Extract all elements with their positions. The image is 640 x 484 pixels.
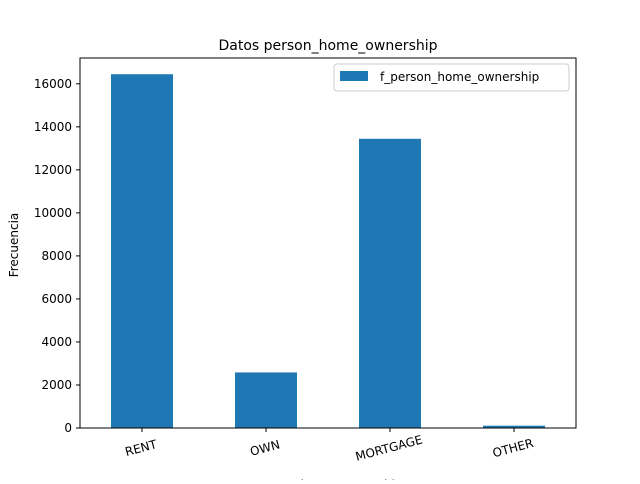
legend: f_person_home_ownership (333, 63, 570, 92)
y-tick-label: 10000 (34, 206, 72, 220)
y-tick-label: 2000 (41, 378, 72, 392)
y-tick-label: 0 (64, 421, 72, 435)
plot-frame (79, 57, 577, 429)
y-tick-label: 16000 (34, 77, 72, 91)
y-tick-label: 4000 (41, 335, 72, 349)
y-ticks-layer: 0 2000 4000 6000 8000 10000 12000 14000 16000 (34, 77, 80, 435)
legend-swatch (340, 71, 368, 81)
y-tick-label: 8000 (41, 249, 72, 263)
chart-title: Datos person_home_ownership (218, 38, 437, 54)
y-tick-label: 6000 (41, 292, 72, 306)
bar-mortgage (359, 138, 421, 428)
y-axis-label: Frecuencia (7, 213, 21, 278)
legend-box (333, 63, 570, 92)
y-tick-label: 12000 (34, 163, 72, 177)
bar-other (483, 425, 545, 428)
y-tick-label: 14000 (34, 120, 72, 134)
legend-label: f_person_home_ownership (380, 70, 539, 84)
bar-own (235, 372, 297, 428)
bar-rent (111, 74, 173, 429)
bars-layer (111, 74, 545, 429)
